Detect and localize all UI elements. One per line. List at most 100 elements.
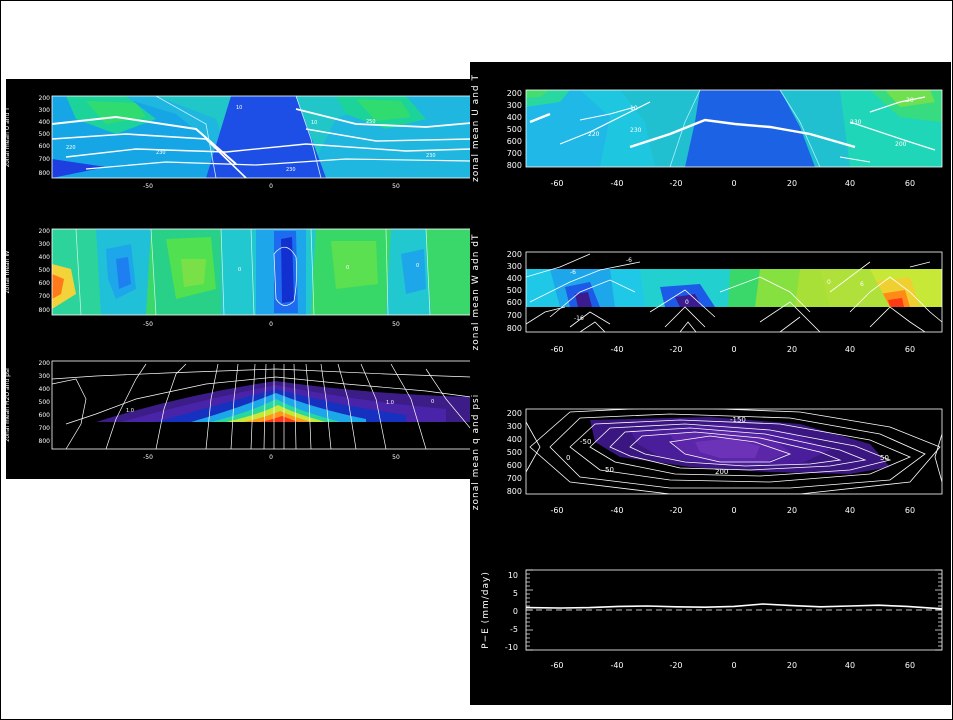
- right-p3-xtick: -40: [610, 506, 623, 515]
- left-p2-ytick: 700: [39, 293, 51, 300]
- left-p3-ytick: 200: [39, 360, 51, 367]
- right-p4-ytick: 10: [508, 571, 518, 580]
- left-p1-ytick: 500: [39, 131, 51, 138]
- left-p2-contour-label: 0: [346, 265, 349, 271]
- left-p1-contour-label: 230: [426, 153, 436, 159]
- right-p3-xtick: 0: [731, 506, 736, 515]
- right-p2-ytick: 600: [507, 298, 522, 307]
- left-p3-ytick: 400: [39, 386, 51, 393]
- right-p3-ytick: 700: [507, 474, 522, 483]
- right-p4-xtick: 20: [787, 661, 797, 670]
- left-p2-xtick: 0: [269, 321, 273, 328]
- right-p3-ytick: 500: [507, 448, 522, 457]
- left-p1-contour-label: 10: [311, 120, 317, 126]
- right-p4-ytick: -5: [510, 625, 518, 634]
- left-p3-ytick: 800: [39, 438, 51, 445]
- right-p3-xtick: -60: [550, 506, 563, 515]
- right-p1-xtick: -40: [610, 179, 623, 188]
- pe-series-line: [525, 603, 943, 610]
- right-p4-xtick: 0: [731, 661, 736, 670]
- left-p1-contour-label: 230: [286, 167, 296, 173]
- right-p2-ytick: 400: [507, 274, 522, 283]
- right-panel-3: zonal mean q and psi 200 300 400 500 600…: [471, 394, 943, 515]
- left-p1-ylabel: zonal mean U and T: [4, 107, 11, 167]
- left-p1-xtick: -50: [143, 183, 153, 190]
- left-p1-ytick: 300: [39, 107, 51, 114]
- left-p3-ytick: 600: [39, 412, 51, 419]
- left-p2-ytick: 500: [39, 267, 51, 274]
- left-p1-contour-label: 250: [366, 119, 376, 125]
- right-p2-xtick: -40: [610, 345, 623, 354]
- right-p2-contour-label: -6: [626, 257, 632, 264]
- right-p2-xtick: 20: [787, 345, 797, 354]
- right-p1-xtick: -20: [669, 179, 682, 188]
- right-p3-contour-label: 0: [566, 454, 570, 462]
- right-p1-ytick: 800: [507, 161, 522, 170]
- right-p3-contour-label: 50: [880, 454, 889, 462]
- left-p1-ytick: 800: [39, 170, 51, 177]
- right-p3-ytick: 200: [507, 409, 522, 418]
- right-p3-contour-label: -50: [580, 438, 591, 446]
- right-p1-xtick: 20: [787, 179, 797, 188]
- right-panel-4: P−E (mm/day) 10 5 0 -5 -10 -60 -40 -20 0…: [481, 569, 943, 670]
- left-figure-svg: zonal mean U and T 200 300 400 500 600 7…: [4, 95, 472, 461]
- left-p1-contour-label: 230: [156, 150, 166, 156]
- right-p1-contour-label: 200: [895, 141, 907, 148]
- left-p1-ytick: 700: [39, 156, 51, 163]
- left-p2-ytick: 400: [39, 254, 51, 261]
- right-p1-ytick: 600: [507, 137, 522, 146]
- left-panel-2: zonal mean W 200 300 400 500 600 700 800…: [4, 228, 472, 328]
- left-p3-ytick: 700: [39, 425, 51, 432]
- left-p2-ytick: 800: [39, 307, 51, 314]
- left-p2-contour-label: 0: [238, 267, 241, 273]
- right-p2-xtick: -20: [669, 345, 682, 354]
- right-p4-xtick: -40: [610, 661, 623, 670]
- left-p1-xtick: 0: [269, 183, 273, 190]
- right-p1-contour-label: 20: [906, 97, 914, 104]
- right-p2-xtick: 0: [731, 345, 736, 354]
- pe-minor-ticks: [526, 569, 942, 651]
- left-p2-ytick: 200: [39, 228, 51, 235]
- left-p3-xtick: -50: [143, 454, 153, 461]
- left-p1-ytick: 600: [39, 143, 51, 150]
- left-p2-ylabel: zonal mean W: [4, 251, 11, 294]
- right-p1-contour-label: 230: [630, 127, 642, 134]
- right-p1-xtick: 60: [905, 179, 915, 188]
- right-p3-ytick: 600: [507, 461, 522, 470]
- right-p1-xtick: -60: [550, 179, 563, 188]
- left-p3-ytick: 500: [39, 399, 51, 406]
- left-panel-3: zonal mean H2O and psi 200 300 400 500 6…: [4, 360, 472, 461]
- right-p1-ytick: 200: [507, 89, 522, 98]
- right-p2-ytick: 200: [507, 250, 522, 259]
- right-p4-xtick: 60: [905, 661, 915, 670]
- right-p4-ytick: 0: [513, 607, 518, 616]
- right-p1-xtick: 40: [845, 179, 855, 188]
- right-p3-xtick: -20: [669, 506, 682, 515]
- left-p1-xtick: 50: [392, 183, 400, 190]
- left-p3-contour-label: 0: [431, 399, 434, 405]
- right-p2-contour-label: 0: [827, 279, 831, 286]
- left-p3-contour-label: 1.0: [126, 408, 134, 414]
- right-p4-xtick: 40: [845, 661, 855, 670]
- right-p3-ytick: 300: [507, 422, 522, 431]
- right-p1-contour-label: 220: [588, 131, 600, 138]
- right-p3-ytick: 400: [507, 435, 522, 444]
- left-p2-contour-label: 0: [416, 263, 419, 269]
- right-p1-xtick: 0: [731, 179, 736, 188]
- left-p1-ytick: 200: [39, 95, 51, 102]
- left-p2-ytick: 300: [39, 241, 51, 248]
- right-p4-xtick: -60: [550, 661, 563, 670]
- right-p2-contour-label: -16: [574, 315, 584, 322]
- right-p3-xtick: 60: [905, 506, 915, 515]
- left-p1-ytick: 400: [39, 119, 51, 126]
- right-p2-ytick: 300: [507, 262, 522, 271]
- right-p4-ytick: -10: [505, 643, 518, 652]
- right-p1-ytick: 500: [507, 125, 522, 134]
- right-p2-contour-label: 6: [860, 281, 864, 288]
- left-p2-xtick: -50: [143, 321, 153, 328]
- right-p1-ylabel: zonal mean U and T: [471, 74, 481, 182]
- left-p3-contour-label: 1.0: [386, 400, 394, 406]
- right-p2-ytick: 700: [507, 311, 522, 320]
- left-p3-xtick: 50: [392, 454, 400, 461]
